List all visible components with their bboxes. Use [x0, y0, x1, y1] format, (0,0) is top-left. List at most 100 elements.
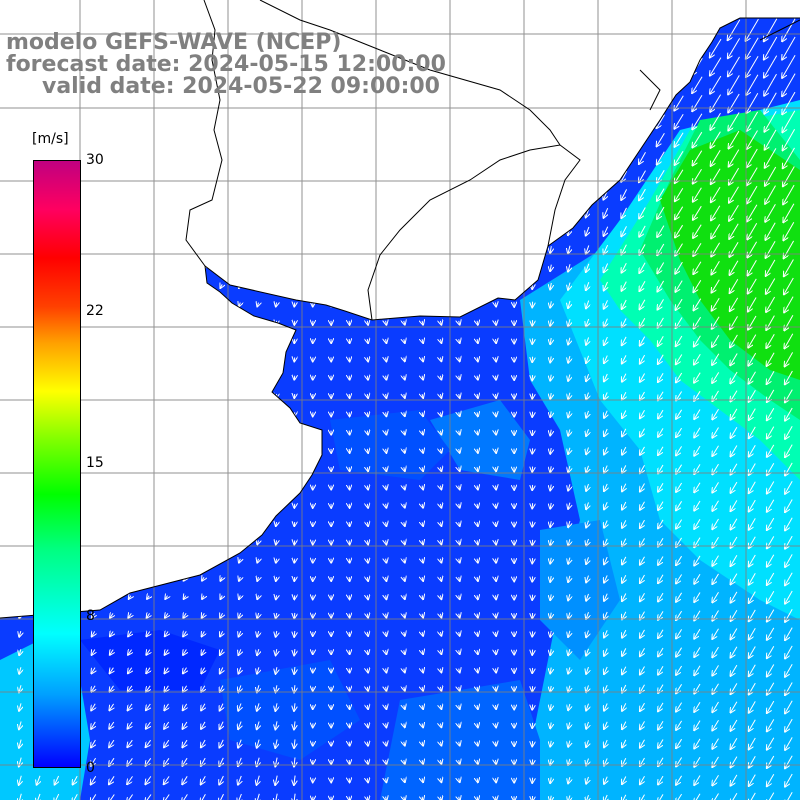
wind-arrow — [712, 500, 719, 511]
wind-arrow — [239, 412, 240, 416]
wind-arrow — [765, 129, 777, 150]
wind-arrow — [386, 540, 387, 544]
wind-arrow — [184, 541, 186, 544]
wind-arrow — [784, 333, 794, 349]
wind-arrow — [165, 102, 167, 105]
wind-arrow — [110, 468, 112, 471]
wind-arrow — [276, 449, 277, 453]
wind-arrow — [404, 541, 405, 545]
wind-arrow — [129, 413, 131, 416]
wind-arrow — [109, 721, 114, 729]
wind-arrow — [164, 685, 168, 692]
wind-arrow — [386, 394, 387, 398]
wind-arrow — [147, 486, 149, 489]
wind-arrow — [257, 211, 258, 215]
wind-arrow — [586, 300, 589, 309]
wind-arrow — [477, 687, 478, 691]
wind-arrow — [20, 83, 21, 87]
wind-arrow — [440, 175, 441, 179]
wind-arrow — [129, 504, 131, 507]
wind-arrow — [459, 449, 460, 453]
wind-arrow — [220, 467, 222, 471]
wind-arrow — [239, 486, 240, 490]
wind-arrow — [604, 575, 607, 582]
wind-arrow — [496, 248, 497, 252]
wind-arrow — [239, 613, 241, 618]
wind-arrow — [477, 522, 478, 526]
wind-arrow — [220, 193, 222, 197]
wind-arrow — [110, 394, 112, 397]
wind-arrow — [202, 596, 204, 599]
wind-arrow — [712, 628, 719, 639]
wind-arrow — [621, 97, 628, 109]
wind-arrow — [749, 664, 756, 676]
wind-arrow — [147, 211, 149, 214]
wind-arrow — [386, 376, 387, 380]
wind-arrow — [603, 171, 609, 181]
wind-arrow — [477, 46, 478, 50]
wind-arrow — [239, 303, 240, 307]
wind-arrow — [257, 303, 258, 307]
wind-arrow — [220, 138, 222, 142]
wind-arrow — [782, 55, 796, 78]
wind-arrow — [785, 407, 793, 421]
wind-arrow — [712, 298, 720, 310]
wind-arrow — [676, 427, 683, 437]
wind-arrow — [422, 358, 423, 362]
wind-arrow — [110, 266, 112, 269]
wind-arrow — [604, 465, 607, 473]
wind-arrow — [550, 612, 551, 619]
wind-arrow — [386, 687, 387, 691]
wind-arrow — [694, 445, 701, 456]
wind-arrow — [404, 229, 405, 233]
wind-arrow — [731, 628, 738, 640]
wind-arrow — [404, 284, 405, 288]
wind-arrow — [675, 132, 684, 147]
wind-arrow — [783, 129, 796, 150]
wind-arrow — [658, 354, 664, 364]
wind-arrow — [440, 211, 441, 215]
wind-arrow — [367, 303, 368, 307]
wind-arrow — [110, 559, 112, 562]
wind-arrow — [220, 559, 222, 563]
wind-arrow — [239, 339, 240, 343]
wind-arrow — [568, 117, 570, 126]
wind-arrow — [729, 167, 740, 185]
wind-arrow — [604, 336, 608, 345]
wind-arrow — [184, 358, 186, 361]
wind-arrow — [477, 412, 478, 416]
wind-arrow — [604, 392, 607, 399]
wind-arrow — [404, 120, 405, 124]
wind-arrow — [239, 101, 240, 105]
wind-arrow — [147, 523, 149, 526]
wind-arrow — [20, 504, 21, 508]
wind-arrow — [496, 46, 497, 50]
wind-arrow — [621, 207, 627, 218]
wind-arrow — [783, 222, 795, 240]
wind-arrow — [676, 298, 683, 310]
wind-arrow — [165, 632, 168, 637]
wind-arrow — [201, 667, 204, 674]
wind-arrow — [276, 357, 277, 361]
wind-arrow — [657, 243, 665, 255]
wind-arrow — [19, 721, 21, 730]
wind-arrow — [550, 62, 551, 71]
wind-arrow — [477, 486, 478, 490]
wind-arrow — [238, 685, 241, 692]
wind-arrow — [621, 226, 627, 236]
wind-arrow — [367, 174, 368, 178]
wind-arrow — [477, 376, 478, 380]
wind-arrow — [477, 650, 478, 654]
wind-arrow — [202, 613, 205, 618]
title-valid-date: valid date: 2024-05-22 09:00:00 — [42, 74, 440, 99]
wind-arrow — [784, 296, 794, 313]
wind-arrow — [550, 301, 551, 307]
wind-arrow — [621, 152, 628, 164]
wind-arrow — [459, 229, 460, 233]
wind-arrow — [146, 632, 149, 637]
wind-arrow — [550, 649, 551, 655]
wind-arrow — [220, 596, 222, 600]
wind-arrow — [386, 120, 387, 124]
wind-arrow — [404, 321, 405, 325]
wind-arrow — [110, 449, 112, 452]
